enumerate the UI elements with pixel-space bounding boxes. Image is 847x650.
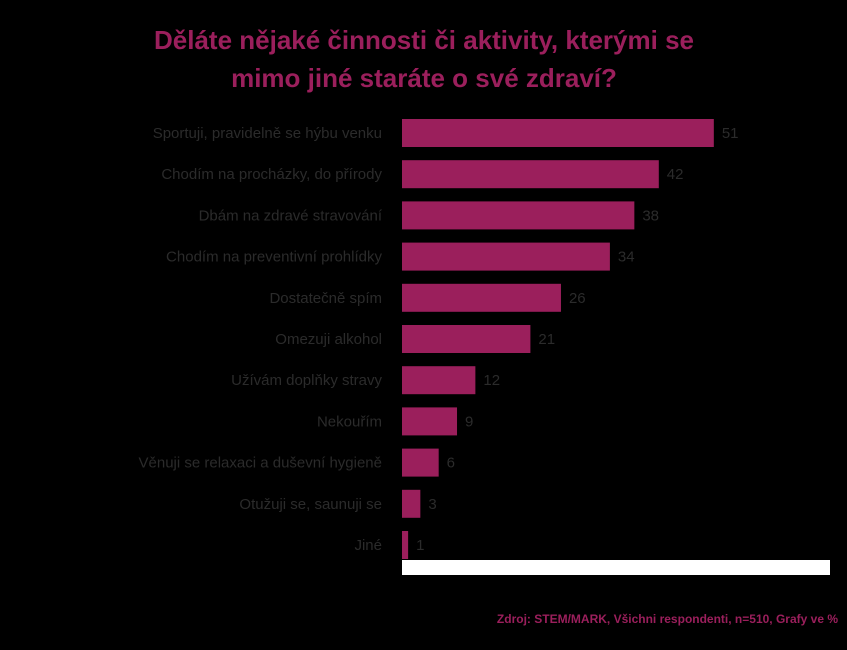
category-label: Sportuji, pravidelně se hýbu venku — [153, 125, 382, 142]
chart-title: mimo jiné staráte o své zdraví? — [231, 63, 617, 93]
value-label: 34 — [618, 249, 635, 266]
bar — [402, 366, 476, 395]
category-label: Chodím na procházky, do přírody — [161, 166, 382, 183]
category-label: Nekouřím — [317, 413, 382, 430]
category-label: Dostatečně spím — [269, 290, 382, 307]
value-label: 42 — [667, 166, 684, 183]
value-label: 12 — [483, 372, 500, 389]
source-note: Zdroj: STEM/MARK, Všichni respondenti, n… — [497, 612, 838, 626]
category-label: Jiné — [354, 537, 382, 554]
bar — [402, 531, 409, 559]
value-label: 26 — [569, 290, 586, 307]
value-label: 6 — [447, 455, 455, 472]
bar — [402, 242, 610, 271]
bar — [402, 407, 458, 436]
category-label: Věnuji se relaxaci a duševní hygieně — [139, 455, 383, 472]
category-label: Dbám na zdravé stravování — [199, 207, 383, 224]
category-label: Chodím na preventivní prohlídky — [166, 249, 382, 266]
chart-title: Děláte nějaké činnosti či aktivity, kter… — [154, 25, 694, 55]
bar — [402, 201, 635, 230]
bar — [402, 448, 439, 477]
value-label: 9 — [465, 413, 473, 430]
category-label: Otužuji se, saunuji se — [239, 496, 382, 513]
category-label: Omezuji alkohol — [275, 331, 382, 348]
bar — [402, 119, 714, 147]
value-label: 38 — [642, 207, 659, 224]
value-label: 3 — [428, 496, 436, 513]
value-label: 1 — [416, 537, 424, 554]
value-label: 51 — [722, 125, 739, 142]
bar — [402, 325, 531, 353]
axis-area — [402, 560, 830, 575]
value-label: 21 — [538, 331, 555, 348]
bar — [402, 489, 421, 518]
category-label: Užívám doplňky stravy — [231, 372, 382, 389]
bar — [402, 160, 659, 189]
bar — [402, 283, 561, 312]
